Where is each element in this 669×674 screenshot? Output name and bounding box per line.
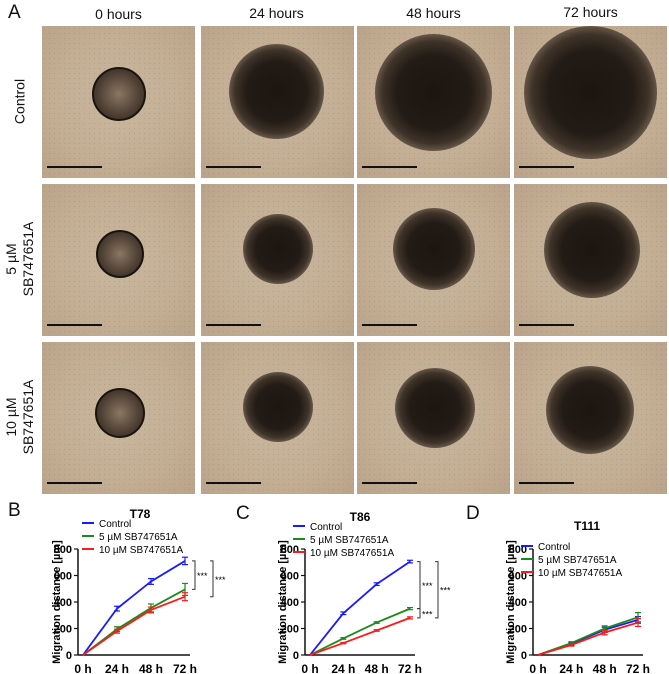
micrograph-10um-48h (357, 342, 510, 494)
x-tick-label: 48 h (365, 662, 389, 674)
significance-stars: *** (215, 575, 226, 585)
y-tick-label: 800 (54, 544, 72, 556)
series-line (309, 617, 411, 656)
legend-label: 5 µM SB747651A (310, 535, 389, 546)
y-tick-label: 400 (281, 597, 299, 609)
chart-title: T111 (574, 519, 600, 533)
x-tick-label: 48 h (139, 662, 163, 674)
significance-bracket (417, 561, 421, 610)
series-line (82, 560, 186, 656)
series-line (537, 621, 639, 656)
x-tick-label: 0 h (74, 662, 91, 674)
legend-label: 10 µM SB747651A (99, 545, 183, 556)
scale-bar (362, 166, 417, 168)
y-tick-label: 0 (293, 650, 299, 662)
x-tick-label: 72 h (173, 662, 197, 674)
scale-bar (206, 482, 261, 484)
x-tick-label: 48 h (593, 662, 617, 674)
row-label-5um: 5 µM SB747651A (3, 221, 36, 297)
chart-title: T78 (130, 507, 151, 521)
legend-label: Control (310, 522, 342, 533)
scale-bar (47, 324, 102, 326)
y-tick-label: 200 (54, 624, 72, 636)
micrograph-10um-72h (514, 342, 667, 494)
scale-bar (519, 482, 574, 484)
row-label-control: Control (11, 78, 28, 125)
y-axis-label: Migration distance [µm] (51, 540, 63, 664)
micrograph-5um-48h (357, 184, 510, 336)
scale-bar (47, 166, 102, 168)
significance-bracket (192, 560, 196, 590)
y-tick-label: 200 (509, 624, 527, 636)
scale-bar (362, 324, 417, 326)
series-line (309, 560, 411, 656)
significance-stars: *** (197, 571, 208, 581)
series-line (309, 607, 411, 656)
y-tick-label: 600 (281, 571, 299, 583)
micrograph-control-0h (42, 26, 195, 178)
column-header-72h: 72 hours (563, 4, 618, 20)
y-tick-label: 0 (521, 650, 527, 662)
legend-label: 5 µM SB747651A (99, 532, 178, 543)
micrograph-control-24h (201, 26, 354, 178)
y-axis-label: Migration distance [µm] (277, 540, 289, 664)
x-tick-label: 72 h (626, 662, 650, 674)
panel-label-a: A (8, 2, 21, 23)
scale-bar (362, 482, 417, 484)
chart-title: T86 (350, 510, 371, 524)
significance-stars: *** (422, 609, 433, 619)
column-header-0h: 0 hours (95, 6, 142, 22)
x-tick-label: 0 h (301, 662, 318, 674)
x-tick-label: 72 h (398, 662, 422, 674)
series-line (82, 595, 186, 656)
legend-label: 10 µM SB747651A (310, 548, 394, 559)
significance-bracket (417, 608, 421, 619)
micrograph-control-72h (514, 26, 667, 178)
micrograph-5um-0h (42, 184, 195, 336)
y-tick-label: 400 (54, 597, 72, 609)
panel-label-d: D (466, 503, 480, 524)
legend-label: Control (99, 519, 131, 530)
x-tick-label: 24 h (559, 662, 583, 674)
legend-label: 5 µM SB747651A (538, 555, 617, 566)
row-label-10um: 10 µM SB747651A (3, 379, 36, 455)
scale-bar (206, 166, 261, 168)
significance-bracket (210, 560, 214, 598)
significance-stars: *** (422, 581, 433, 591)
micrograph-10um-0h (42, 342, 195, 494)
micrograph-control-48h (357, 26, 510, 178)
column-header-24h: 24 hours (249, 5, 304, 21)
y-tick-label: 200 (281, 624, 299, 636)
x-tick-label: 24 h (105, 662, 129, 674)
y-tick-label: 0 (66, 650, 72, 662)
column-header-48h: 48 hours (406, 5, 461, 21)
y-tick-label: 400 (509, 597, 527, 609)
scale-bar (47, 482, 102, 484)
micrograph-5um-24h (201, 184, 354, 336)
micrograph-10um-24h (201, 342, 354, 494)
significance-stars: *** (440, 586, 451, 596)
scale-bar (206, 324, 261, 326)
x-tick-label: 24 h (331, 662, 355, 674)
micrograph-5um-72h (514, 184, 667, 336)
legend-label: Control (538, 542, 570, 553)
line-charts: 0 200 400 600 800 0 h 24 h 48 h 72 h T78 Migration… (51, 507, 650, 674)
scale-bar (519, 166, 574, 168)
significance-bracket (435, 561, 439, 619)
panel-label-c: C (236, 503, 250, 524)
series-line (537, 616, 639, 656)
legend-label: 10 µM SB747651A (538, 568, 622, 579)
x-tick-label: 0 h (529, 662, 546, 674)
panel-label-b: B (8, 500, 21, 521)
y-tick-label: 600 (509, 571, 527, 583)
y-tick-label: 600 (54, 571, 72, 583)
y-axis-label: Migration distance [µm] (505, 540, 517, 664)
scale-bar (519, 324, 574, 326)
